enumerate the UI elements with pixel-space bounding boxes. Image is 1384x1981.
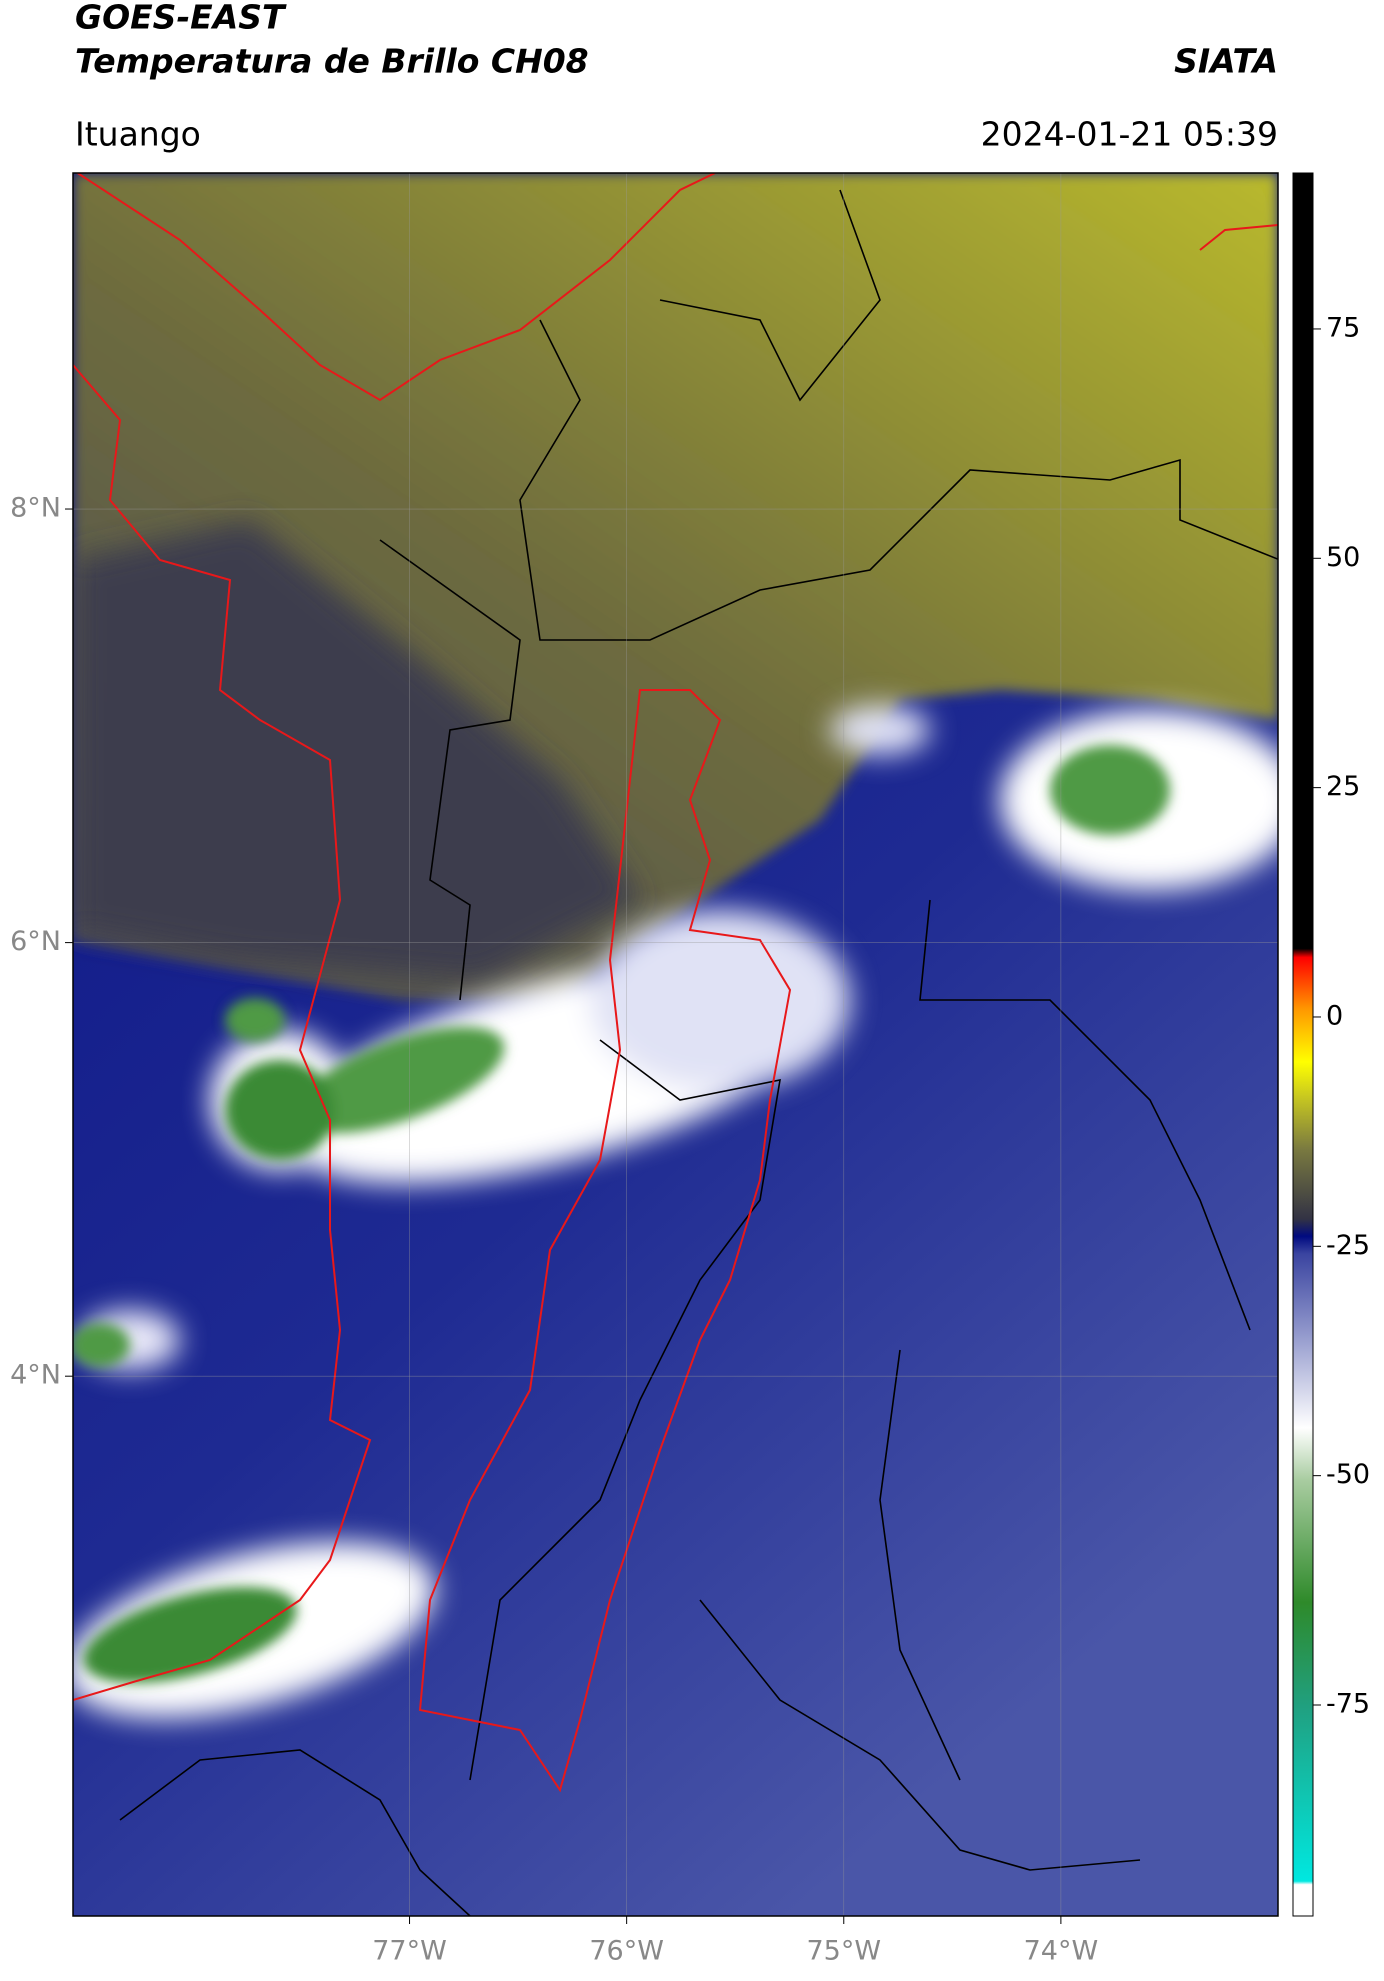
colorbar-tick-label: 0 — [1326, 1000, 1343, 1031]
colorbar — [1292, 172, 1314, 1917]
colorbar-tick-label: 50 — [1326, 542, 1360, 573]
y-tick-label: 6°N — [10, 926, 61, 957]
datetime: 2024-01-21 05:39 — [981, 115, 1278, 154]
colorbar-tick-label: 75 — [1326, 312, 1360, 343]
colorbar-tick-label: -75 — [1326, 1689, 1370, 1720]
x-tick-label: 75°W — [806, 1936, 881, 1967]
map-frame — [72, 172, 1279, 1917]
colorbar-tick-label: -50 — [1326, 1459, 1370, 1490]
y-tick-label: 8°N — [10, 493, 61, 524]
graticule — [73, 173, 1278, 1916]
title: GOES-EAST — [75, 0, 287, 37]
x-tick-label: 76°W — [589, 1936, 664, 1967]
subtitle: Temperatura de Brillo CH08 — [75, 42, 589, 81]
x-tick-label: 77°W — [372, 1936, 447, 1967]
x-tick-label: 74°W — [1024, 1936, 1099, 1967]
colorbar-tick-label: 25 — [1326, 771, 1360, 802]
y-tick-label: 4°N — [10, 1360, 61, 1391]
satellite-image — [73, 173, 1278, 1916]
location: Ituango — [75, 115, 201, 154]
colorbar-tick-label: -25 — [1326, 1230, 1370, 1261]
source: SIATA — [1174, 42, 1278, 81]
